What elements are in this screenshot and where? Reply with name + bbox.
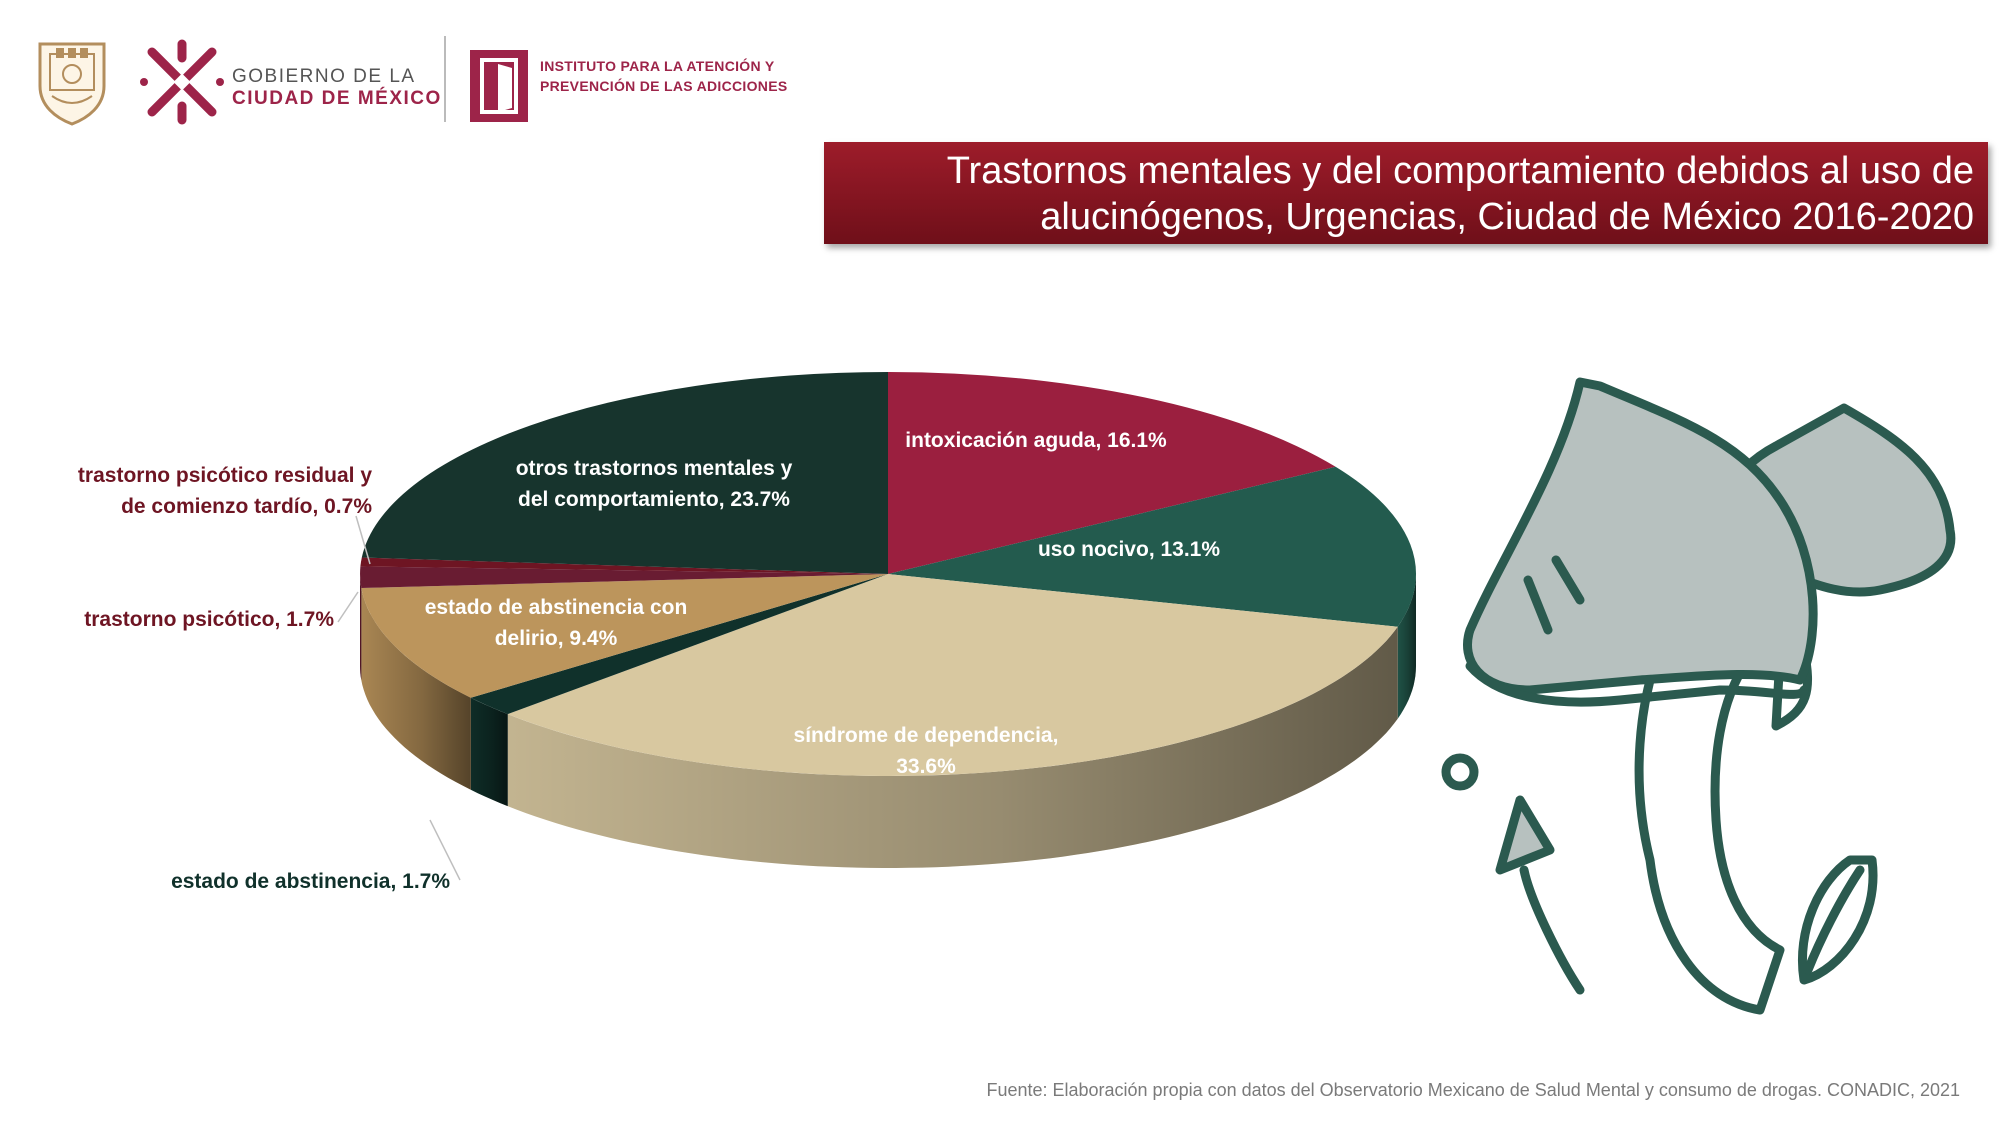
pie-side-4 — [361, 588, 471, 790]
slice-label-6: trastorno psicótico residual y de comienz… — [78, 464, 372, 518]
slice-label-line: de comienzo tardío, 0.7% — [121, 495, 372, 518]
chart-title-line-1: Trastornos mentales y del comportamiento… — [946, 150, 1974, 192]
slice-label-2: síndrome de dependencia, 33.6% — [794, 724, 1059, 778]
pie-side-shade-1 — [1397, 574, 1416, 719]
slice-label-line: síndrome de dependencia, — [794, 724, 1059, 747]
pie-slice-estado-de-abstinencia-con-delirio — [361, 574, 888, 698]
slice-label-line: uso nocivo, 13.1% — [1038, 538, 1220, 561]
pie-side-1 — [1397, 574, 1416, 719]
slice-label-1: uso nocivo, 13.1% — [1038, 538, 1220, 561]
slice-label-0: intoxicación aguda, 16.1% — [905, 429, 1167, 452]
pie-slice-otros-trastornos-mentales-y-del-comportamiento — [361, 372, 888, 574]
source-note: Fuente: Elaboración propia con datos del… — [986, 1080, 1960, 1100]
pie-sides — [360, 574, 1416, 868]
slice-label-4: estado de abstinencia con delirio, 9.4% — [425, 596, 688, 650]
coat-of-arms-icon — [38, 42, 106, 126]
government-name: GOBIERNO DE LA CIUDAD DE MÉXICO — [232, 66, 442, 110]
pie-side-3 — [470, 697, 508, 807]
slice-label-3: estado de abstinencia, 1.7% — [171, 870, 450, 893]
inst-line-1: INSTITUTO PARA LA ATENCIÓN Y — [540, 58, 775, 74]
pie-slice-trastorno-psic-tico-residual-y-de-comienzo-tard-o — [360, 557, 888, 574]
slice-label-7: otros trastornos mentales y del comportam… — [516, 457, 793, 511]
pie-slice-intoxicaci-n-aguda — [888, 371, 1336, 574]
leader-line-3 — [429, 819, 461, 881]
slice-label-line: otros trastornos mentales y — [516, 457, 793, 480]
header: GOBIERNO DE LA CIUDAD DE MÉXICO INSTITUT… — [36, 36, 836, 126]
iapa-logo-icon — [470, 50, 528, 122]
cdmx-logo-icon — [140, 39, 224, 125]
chart-title: Trastornos mentales y del comportamiento… — [824, 142, 1988, 244]
pie-labels: intoxicación aguda, 16.1% uso nocivo, 13.… — [78, 429, 1220, 893]
slice-label-line: intoxicación aguda, 16.1% — [905, 429, 1167, 452]
pie-side-shade-4 — [361, 588, 471, 790]
chart-title-line-2: alucinógenos, Urgencias, Ciudad de Méxic… — [1040, 196, 1974, 238]
pie-slice-trastorno-psic-tico — [360, 566, 888, 588]
leader-line-6 — [355, 515, 371, 565]
slice-label-5: trastorno psicótico, 1.7% — [84, 608, 334, 631]
slice-label-line: del comportamiento, 23.7% — [518, 488, 790, 511]
gov-line-2: CIUDAD DE MÉXICO — [232, 88, 442, 109]
pie-slice-estado-de-abstinencia — [470, 574, 888, 715]
slice-label-line: delirio, 9.4% — [495, 627, 618, 650]
header-divider — [444, 36, 446, 122]
slice-label-line: trastorno psicótico residual y — [78, 464, 372, 487]
pie-slice-uso-nocivo — [888, 466, 1417, 627]
pie-tops — [360, 371, 1417, 776]
slice-label-line: 33.6% — [896, 755, 956, 778]
slice-label-line: trastorno psicótico, 1.7% — [84, 608, 334, 631]
pie-side-shade-3 — [470, 697, 508, 807]
pie-leader-lines — [337, 515, 461, 881]
pie-side-5 — [360, 574, 362, 680]
pie-slice-s-ndrome-de-dependencia — [507, 574, 1398, 776]
slice-label-line: estado de abstinencia, 1.7% — [171, 870, 450, 893]
pie-side-shade-2 — [507, 626, 1398, 868]
institute-name: INSTITUTO PARA LA ATENCIÓN Y PREVENCIÓN … — [540, 56, 787, 96]
mushrooms-illustration-icon — [1441, 377, 1956, 1015]
inst-line-2: PREVENCIÓN DE LAS ADICCIONES — [540, 78, 788, 94]
pie-side-2 — [507, 626, 1398, 868]
slice-label-line: estado de abstinencia con — [425, 596, 688, 619]
gov-line-1: GOBIERNO DE LA — [232, 66, 416, 87]
pie-side-shade-5 — [360, 574, 362, 680]
leader-line-5 — [337, 591, 359, 623]
